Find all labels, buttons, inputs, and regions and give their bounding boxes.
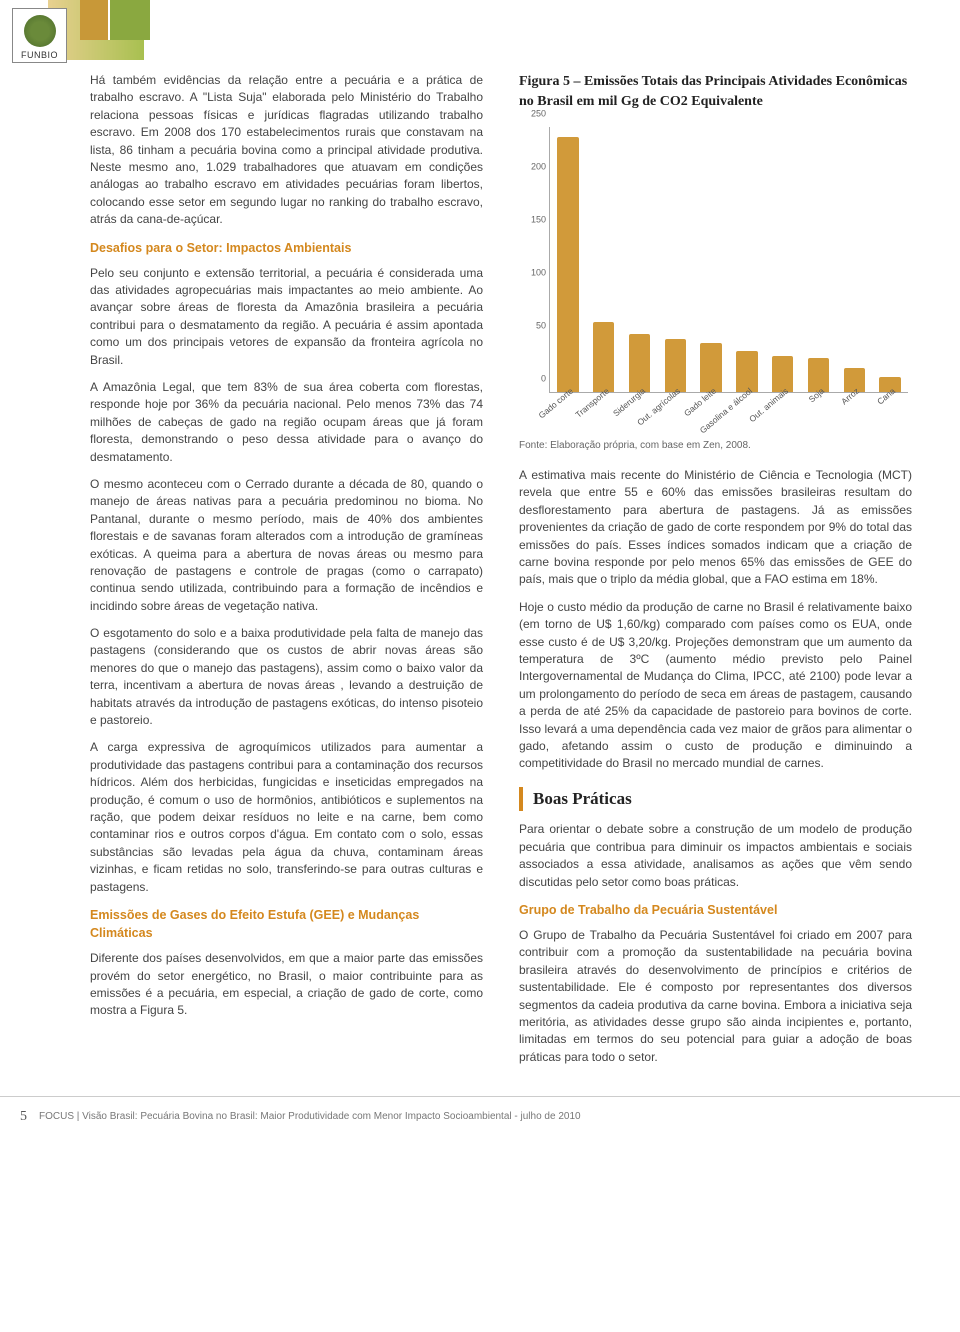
header-accent-1 <box>80 0 110 40</box>
chart-plot-area: 050100150200250Gado corteTransporteSider… <box>549 127 908 393</box>
chart-ytick: 50 <box>520 319 546 332</box>
body-text: Diferente dos países desenvolvidos, em q… <box>90 950 483 1020</box>
subheading-grupo: Grupo de Trabalho da Pecuária Sustentáve… <box>519 901 912 919</box>
page-footer: 5 FOCUS | Visão Brasil: Pecuária Bovina … <box>0 1096 960 1143</box>
chart-bar <box>557 137 578 391</box>
chart-caption: Fonte: Elaboração própria, com base em Z… <box>519 439 912 454</box>
body-text: A Amazônia Legal, que tem 83% de sua áre… <box>90 379 483 466</box>
subheading-impactos: Desafios para o Setor: Impactos Ambienta… <box>90 239 483 257</box>
logo: FUNBIO <box>12 8 67 63</box>
chart-ytick: 0 <box>520 372 546 385</box>
body-text: Para orientar o debate sobre a construçã… <box>519 821 912 891</box>
header-accent-2 <box>110 0 150 40</box>
chart-bar <box>629 334 650 391</box>
chart-ytick: 250 <box>520 107 546 120</box>
body-text: Hoje o custo médio da produção de carne … <box>519 599 912 773</box>
body-text: O mesmo aconteceu com o Cerrado durante … <box>90 476 483 615</box>
subheading-emissoes: Emissões de Gases do Efeito Estufa (GEE)… <box>90 906 483 942</box>
header-strip: FUNBIO <box>0 0 960 60</box>
body-text: Há também evidências da relação entre a … <box>90 72 483 229</box>
left-column: Há também evidências da relação entre a … <box>90 72 483 1076</box>
chart-xlabel: Gado corte <box>536 385 576 421</box>
figure-title: Figura 5 – Emissões Totais das Principai… <box>519 72 912 113</box>
chart-ytick: 100 <box>520 266 546 279</box>
section-heading: Boas Práticas <box>533 787 912 812</box>
logo-icon <box>24 15 56 47</box>
chart-ytick: 150 <box>520 213 546 226</box>
body-text: A carga expressiva de agroquímicos utili… <box>90 739 483 896</box>
bar-chart: 050100150200250Gado corteTransporteSider… <box>519 123 912 433</box>
chart-bar <box>665 339 686 392</box>
chart-ytick: 200 <box>520 160 546 173</box>
footer-text: FOCUS | Visão Brasil: Pecuária Bovina no… <box>39 1110 581 1125</box>
right-column: Figura 5 – Emissões Totais das Principai… <box>519 72 912 1076</box>
body-text: Pelo seu conjunto e extensão territorial… <box>90 265 483 369</box>
body-text: A estimativa mais recente do Ministério … <box>519 467 912 589</box>
body-text: O Grupo de Trabalho da Pecuária Sustentá… <box>519 927 912 1066</box>
logo-text: FUNBIO <box>13 49 66 62</box>
section-heading-bar: Boas Práticas <box>519 787 912 812</box>
chart-bar <box>593 322 614 392</box>
page-number: 5 <box>20 1107 27 1127</box>
body-text: O esgotamento do solo e a baixa produtiv… <box>90 625 483 729</box>
page-body: Há também evidências da relação entre a … <box>0 60 960 1096</box>
